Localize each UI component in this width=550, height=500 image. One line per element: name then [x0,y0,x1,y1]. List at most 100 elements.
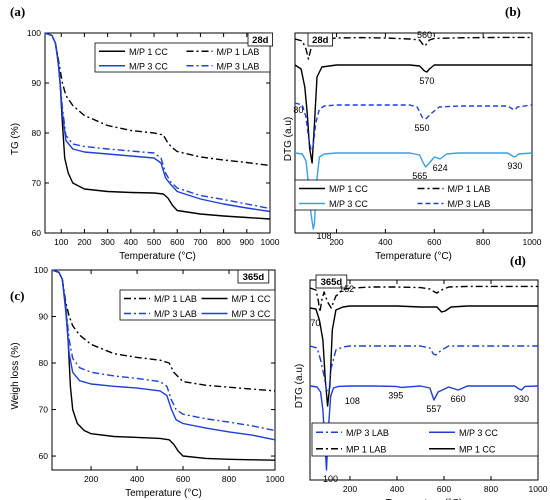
legend-label: M/P 1 LAB [217,47,260,57]
legend-label: M/P 3 LAB [154,309,197,319]
peak-annotation: 80 [293,105,303,115]
x-tick-label: 300 [101,237,115,247]
x-tick-label: 1000 [261,237,280,247]
series-line-m-p-1-lab [51,269,276,392]
series-line-mp-1-lab [309,285,538,313]
x-tick-label: 400 [378,237,392,247]
panel-d: 200 400 600 800 1000 Temperature (°C) DTG (a.u… [294,253,548,500]
y-tick-label: 70 [32,178,42,188]
legend-label: M/P 1 CC [129,47,168,57]
panel-a: 100 200 300 400 500 600 700 800 900 1000 60 70 80 90 1… [10,4,280,262]
y-tick-label: 80 [32,128,42,138]
peak-annotation: 570 [419,76,434,86]
legend-label: MP 1 LAB [346,444,386,454]
x-tick-label: 1000 [266,474,285,484]
legend-label: M/P 1 LAB [154,294,197,304]
x-tick-label: 200 [329,237,343,247]
x-tick-label: 400 [390,484,404,494]
panel-label: (a) [10,4,25,19]
legend-label: MP 1 CC [459,444,496,454]
series-line-m-p-3-lab [309,345,538,393]
x-tick-label: 800 [217,237,231,247]
plot-frame [309,279,539,481]
legend-label: M/P 1 CC [329,184,368,194]
legend-label: M/P 1 CC [232,294,271,304]
x-tick-label: 400 [124,237,138,247]
x-tick-label: 500 [147,237,161,247]
x-tick-label: 800 [222,474,236,484]
legend-label: M/P 3 CC [329,199,368,209]
y-axis-label: DTG (a.u) [294,364,305,408]
series-line-mp-1-cc [309,305,538,407]
x-tick-label: 100 [54,237,68,247]
x-tick-label: 200 [84,474,98,484]
x-axis-label: Temperature (°C) [119,251,196,262]
x-tick-label: 1000 [523,237,542,247]
y-axis-label: DTG (a.u) [283,117,294,161]
legend-label: M/P 3 CC [129,61,168,71]
series-line-m-p-3-cc [309,385,539,471]
legend-box [94,42,271,73]
x-tick-label: 1000 [529,484,548,494]
peak-annotation: 108 [345,396,360,406]
peak-annotation: 624 [433,163,448,173]
peak-annotation: 660 [451,394,466,404]
series-line-m-p-1-lab [294,36,532,60]
plot-frame [294,32,533,234]
y-tick-label: 60 [39,451,49,461]
x-tick-label: 400 [130,474,144,484]
x-axis-label: Temperature (°C) [125,488,202,499]
legend-label: M/P 1 LAB [448,184,491,194]
y-tick-label: 100 [27,28,41,38]
y-tick-label: 60 [32,228,42,238]
series-line-m-p-3-cc [294,152,533,230]
y-axis-label: TG (%) [10,123,21,155]
panel-label: (d) [510,253,526,268]
x-tick-label: 600 [176,474,190,484]
age-tag-box [237,269,270,284]
x-axis-label: Temperature (°C) [386,498,463,500]
peak-annotation: 550 [415,123,430,133]
y-tick-label: 70 [39,405,49,415]
age-tag: 28d [312,35,329,46]
x-tick-label: 600 [437,484,451,494]
age-tag-box [315,274,348,289]
series-line-m-p-3-lab [51,269,276,432]
legend-box [119,289,276,321]
x-tick-label: 200 [343,484,357,494]
x-axis-label: Temperature (°C) [375,251,452,262]
age-tag-box [307,32,334,47]
x-tick-label: 900 [240,237,254,247]
y-tick-label: 100 [34,265,48,275]
x-tick-label: 200 [77,237,91,247]
panel-label: (b) [505,4,521,19]
series-line-m-p-3-lab [44,32,271,210]
y-tick-label: 90 [39,312,49,322]
legend-box [294,179,533,211]
age-tag-box [247,32,274,47]
peak-annotation: 108 [317,231,332,241]
x-tick-label: 600 [427,237,441,247]
x-tick-label: 800 [484,484,498,494]
series-line-m-p-3-lab [294,102,533,150]
series-line-m-p-3-cc [51,269,276,441]
peak-annotation: 70 [310,318,320,328]
panel-b: 200 400 600 800 1000 Temperature (°C) DTG (a.u… [283,4,542,262]
y-tick-label: 90 [32,78,42,88]
legend-label: M/P 3 CC [232,309,271,319]
age-tag: 365d [321,277,343,288]
y-tick-label: 80 [39,358,49,368]
series-line-m-p-1-cc [294,64,532,164]
legend-label: M/P 3 LAB [217,61,260,71]
peak-annotation: 565 [412,171,427,181]
legend-label: M/P 3 LAB [346,428,389,438]
peak-annotation: 930 [507,161,522,171]
legend-box [311,422,539,457]
peak-annotation: 557 [426,404,441,414]
x-tick-label: 600 [170,237,184,247]
panel-label: (c) [10,288,24,303]
peak-annotation: 152 [339,284,354,294]
peak-annotation: 560 [417,30,432,40]
legend-label: M/P 3 CC [459,428,498,438]
